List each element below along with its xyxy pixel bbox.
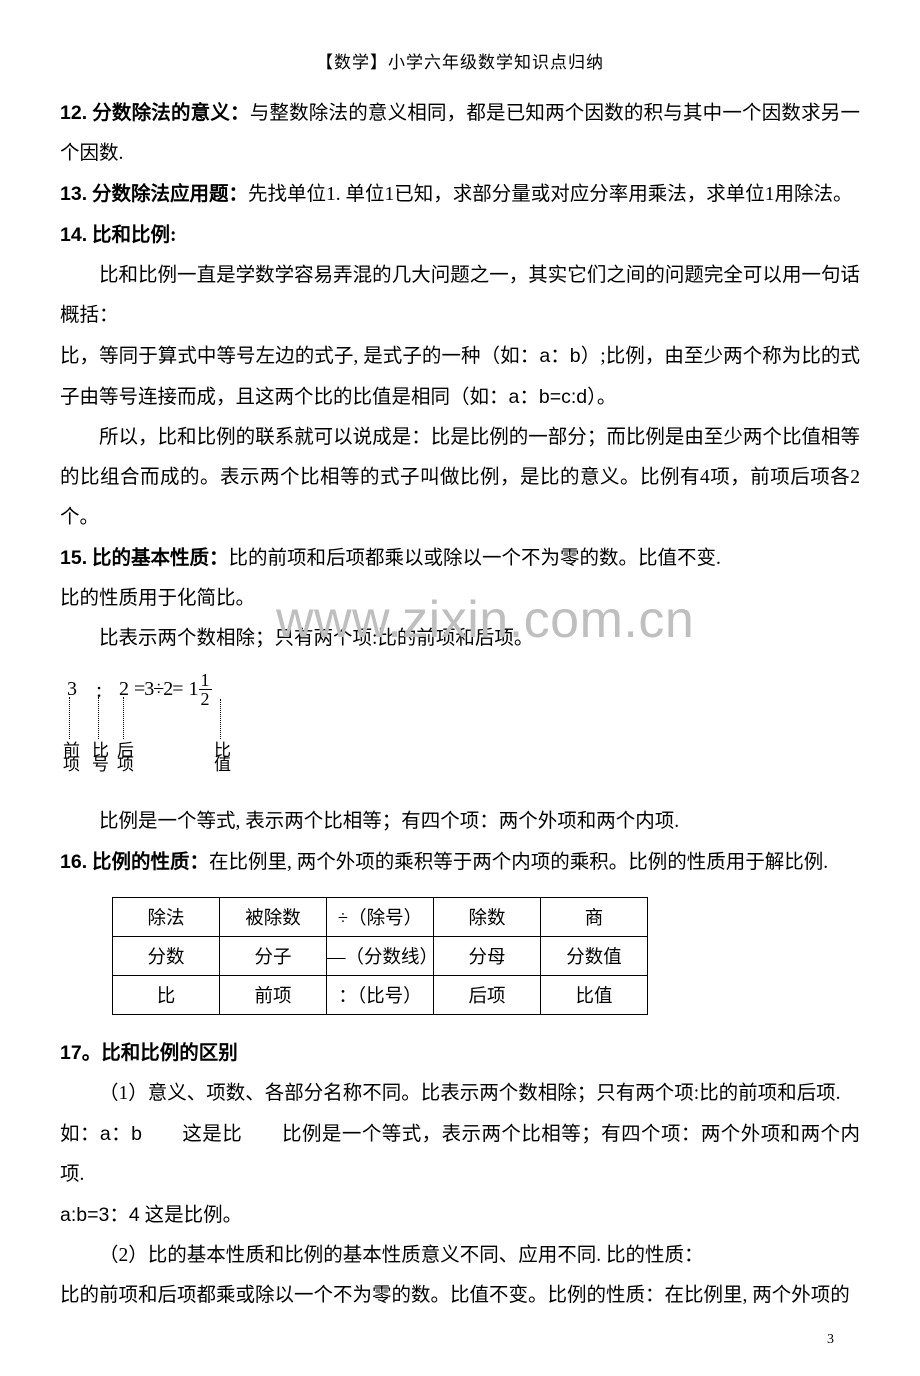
table-cell: 前项 <box>220 976 327 1015</box>
table-row: 除法 被除数 ÷（除号） 除数 商 <box>113 898 648 937</box>
table-cell: —（分数线） <box>327 937 434 976</box>
item-14-p2: 比，等同于算式中等号左边的式子, 是式子的一种（如：a：b）;比例，由至少两个称… <box>60 336 860 418</box>
d-colon: : <box>84 677 114 703</box>
lbl-back: 后项 <box>115 741 132 769</box>
text: 如： <box>60 1124 100 1145</box>
table-cell: 后项 <box>434 976 541 1015</box>
item-num: 15. <box>60 547 87 569</box>
d-front: 3 <box>60 678 84 701</box>
d-back-eq: 2 <box>114 678 134 701</box>
item-15-p3: 比表示两个数相除；只有两个项:比的前项和后项。 <box>60 619 860 659</box>
after-diagram: 比例是一个等式, 表示两个比相等；有四个项：两个外项和两个内项. <box>60 802 860 842</box>
item-title: 比和比例: <box>92 225 177 246</box>
table-cell: ÷（除号） <box>327 898 434 937</box>
table-row: 比 前项 ：（比号） 后项 比值 <box>113 976 648 1015</box>
item-body: 先找单位1. 单位1已知，求部分量或对应分率用乘法，求单位1用除法。 <box>248 184 853 205</box>
inline-code: a:b=3：4 <box>60 1204 140 1226</box>
frac-num: 1 <box>199 671 212 690</box>
item-17-p1b: 如：a：b 这是比 比例是一个等式，表示两个比相等；有四个项：两个外项和两个内项… <box>60 1114 860 1195</box>
item-title: 分数除法应用题： <box>92 184 248 205</box>
table-cell: 比值 <box>541 976 648 1015</box>
item-13: 13. 分数除法应用题：先找单位1. 单位1已知，求部分量或对应分率用乘法，求单… <box>60 174 860 215</box>
item-num: 13. <box>60 183 87 205</box>
table-cell: 除数 <box>434 898 541 937</box>
item-16: 16. 比例的性质：在比例里, 两个外项的乘积等于两个内项的乘积。比例的性质用于… <box>60 842 860 883</box>
item-14-p1: 比和比例一直是学数学容易弄混的几大问题之一，其实它们之间的问题完全可以用一句话概… <box>60 256 860 336</box>
lbl-sign: 比号 <box>90 741 107 769</box>
item-body: 在比例里, 两个外项的乘积等于两个内项的乘积。比例的性质用于解比例. <box>209 852 828 873</box>
item-title: 分数除法的意义： <box>92 103 250 124</box>
item-title: 比例的性质： <box>92 852 209 873</box>
dotline <box>69 697 70 739</box>
item-17-head: 17。比和比例的区别 <box>60 1033 860 1074</box>
d-whole: 1 <box>189 678 199 701</box>
text: 比，等同于算式中等号左边的式子, 是式子的一种（如： <box>60 346 539 367</box>
dotline <box>220 699 221 739</box>
item-17-p2b: 比的前项和后项都乘或除以一个不为零的数。比值不变。比例的性质：在比例里, 两个外… <box>60 1276 860 1316</box>
item-17-p1a: （1）意义、项数、各部分名称不同。比表示两个数相除；只有两个项:比的前项和后项. <box>60 1074 860 1114</box>
item-17-p2a: （2）比的基本性质和比例的基本性质意义不同、应用不同. 比的性质： <box>60 1236 860 1276</box>
item-num: 17 <box>60 1042 82 1064</box>
ratio-diagram: 3 : 2 =3÷2= 1 1 2 前项 比号 后项 比值 <box>60 669 860 784</box>
table-cell: 分数 <box>113 937 220 976</box>
item-15-head: 15. 比的基本性质：比的前项和后项都乘以或除以一个不为零的数。比值不变. <box>60 538 860 579</box>
text: ）。 <box>587 387 616 408</box>
item-title: 。比和比例的区别 <box>82 1043 238 1064</box>
table-cell: 商 <box>541 898 648 937</box>
dotline <box>123 697 124 739</box>
inline-code: a：b <box>539 345 580 367</box>
item-17-p1c: a:b=3：4 这是比例。 <box>60 1195 860 1236</box>
item-15-p2: 比的性质用于化简比。 <box>60 579 860 619</box>
inline-code: a：b <box>100 1123 142 1145</box>
text: 这是比例。 <box>140 1205 242 1226</box>
d-eq: =3÷2= <box>134 678 183 701</box>
dotline <box>98 697 99 739</box>
table-cell: 比 <box>113 976 220 1015</box>
item-title: 比的基本性质： <box>92 548 229 569</box>
item-12: 12. 分数除法的意义：与整数除法的意义相同，都是已知两个因数的积与其中一个因数… <box>60 93 860 174</box>
item-num: 12. <box>60 102 87 124</box>
page-header: 【数学】小学六年级数学知识点归纳 <box>60 48 860 73</box>
item-14-head: 14. 比和比例: <box>60 215 860 256</box>
table-cell: 分子 <box>220 937 327 976</box>
page-number: 3 <box>827 1332 834 1348</box>
d-back: 2 <box>119 678 129 700</box>
item-num: 16. <box>60 851 87 873</box>
comparison-table: 除法 被除数 ÷（除号） 除数 商 分数 分子 —（分数线） 分母 分数值 比 … <box>112 897 648 1015</box>
inline-code: a：b=c:d <box>509 386 588 408</box>
table-cell: 分母 <box>434 937 541 976</box>
item-body: 比的前项和后项都乘以或除以一个不为零的数。比值不变. <box>229 548 721 569</box>
item-num: 14. <box>60 224 87 246</box>
table-row: 分数 分子 —（分数线） 分母 分数值 <box>113 937 648 976</box>
item-14-p3: 所以，比和比例的联系就可以说成是：比是比例的一部分；而比例是由至少两个比值相等的… <box>60 418 860 538</box>
table-cell: 被除数 <box>220 898 327 937</box>
lbl-front: 前项 <box>61 741 78 769</box>
frac-den: 2 <box>199 690 212 708</box>
table-cell: ：（比号） <box>327 976 434 1015</box>
text: 这是比 比例是一个等式，表示两个比相等；有四个项：两个外项和两个内项. <box>60 1124 860 1185</box>
table-cell: 除法 <box>113 898 220 937</box>
table-cell: 分数值 <box>541 937 648 976</box>
lbl-value: 比值 <box>212 741 229 769</box>
d-fraction: 1 2 <box>199 671 212 708</box>
